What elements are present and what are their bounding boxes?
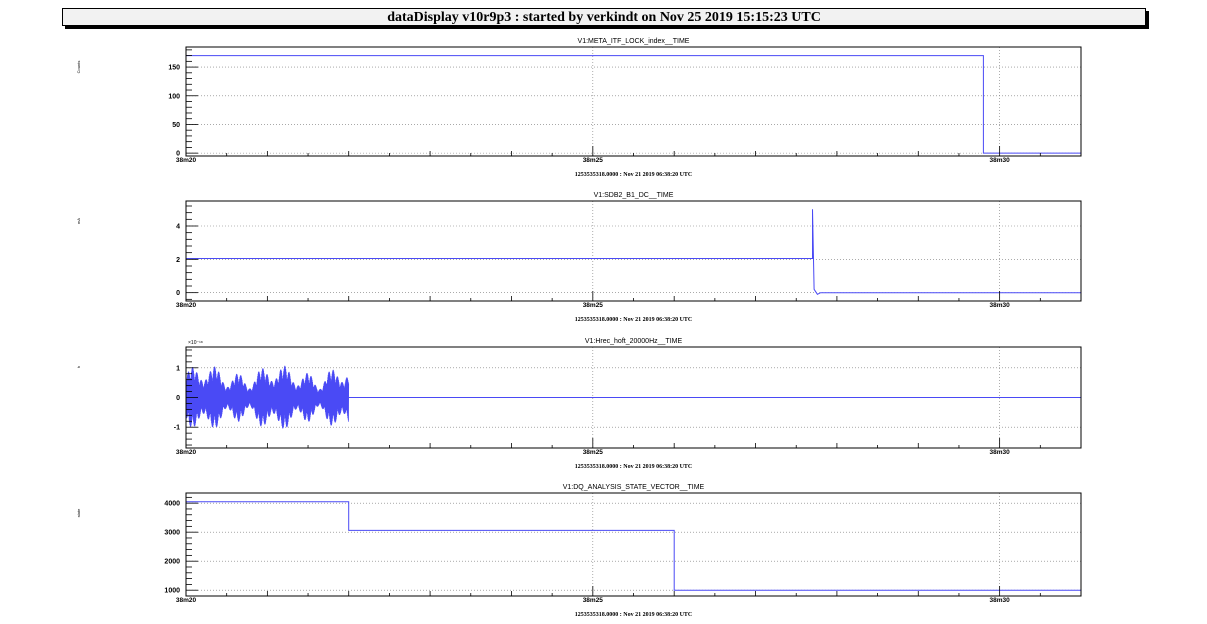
chart-title: V1:DQ_ANALYSIS_STATE_VECTOR__TIME [563,484,705,491]
x-axis-label: 1253535318.0000 : Nov 21 2019 06:38:20 U… [575,172,693,178]
grid [186,201,1081,301]
y-ticks: 1000 2000 3000 4000 [164,496,198,597]
x-axis-label: 1253535318.0000 : Nov 21 2019 06:38:20 U… [575,317,693,323]
y-tick-label: 2 [176,257,180,264]
y-exponent-label: ×10⁻¹⁸ [188,340,203,346]
x-tick-label: 38m20 [176,449,197,456]
x-ticks: 38m20 38m25 38m30 [176,586,1082,604]
series-line [186,55,1081,154]
x-ticks: 38m20 38m25 38m30 [176,438,1082,456]
y-tick-label: 150 [168,65,180,72]
y-axis-label: h [76,366,81,368]
chart-title: V1:Hrec_hoft_20000Hz__TIME [585,338,683,345]
chart-panel-1: V1:META_ITF_LOCK_index__TIME Counts 125353… [76,38,1082,178]
y-axis-label: mA [76,218,81,224]
y-tick-label: 1 [176,365,180,372]
x-tick-label: 38m30 [990,157,1011,164]
series-line [186,501,1081,591]
y-tick-label: 100 [168,93,180,100]
grid [186,493,1081,596]
series-noise [185,365,350,429]
grid [186,47,1081,156]
plot-frame [185,492,1082,597]
y-axis-label: state [76,508,81,517]
y-tick-label: 1000 [164,588,180,595]
y-tick-label: 50 [172,122,180,129]
plot-frame [185,46,1082,157]
x-tick-label: 38m25 [583,302,604,309]
series-line [186,209,1081,295]
y-tick-label: 3000 [164,530,180,537]
y-tick-label: 4000 [164,501,180,508]
y-axis-label: Counts [76,61,81,74]
x-axis-label: 1253535318.0000 : Nov 21 2019 06:38:20 U… [575,612,693,618]
x-tick-label: 38m30 [990,449,1011,456]
plot-frame [185,200,1082,302]
x-ticks: 38m20 38m25 38m30 [176,291,1082,309]
x-tick-label: 38m30 [990,302,1011,309]
y-tick-label: 2000 [164,559,180,566]
y-ticks: -1 0 1 [174,349,198,446]
y-ticks: 0 50 100 150 [168,49,198,158]
y-tick-label: 4 [176,224,180,231]
window-title: dataDisplay v10r9p3 : started by verkind… [62,8,1146,26]
x-ticks: 38m20 38m25 38m30 [176,146,1082,164]
chart-title: V1:SDB2_B1_DC__TIME [594,192,674,199]
chart-panel-2: V1:SDB2_B1_DC__TIME mA 1253535318.0000 : N… [76,192,1082,323]
x-axis-label: 1253535318.0000 : Nov 21 2019 06:38:20 U… [575,464,693,470]
y-tick-label: 0 [176,290,180,297]
x-tick-label: 38m20 [176,597,197,604]
x-tick-label: 38m25 [583,449,604,456]
chart-title: V1:META_ITF_LOCK_index__TIME [578,38,690,45]
y-tick-label: -1 [174,425,180,432]
y-ticks: 0 2 4 [176,205,198,300]
y-tick-label: 0 [176,151,180,158]
x-tick-label: 38m25 [583,157,604,164]
x-tick-label: 38m20 [176,157,197,164]
x-tick-label: 38m25 [583,597,604,604]
y-tick-label: 0 [176,395,180,402]
x-tick-label: 38m30 [990,597,1011,604]
x-tick-label: 38m20 [176,302,197,309]
